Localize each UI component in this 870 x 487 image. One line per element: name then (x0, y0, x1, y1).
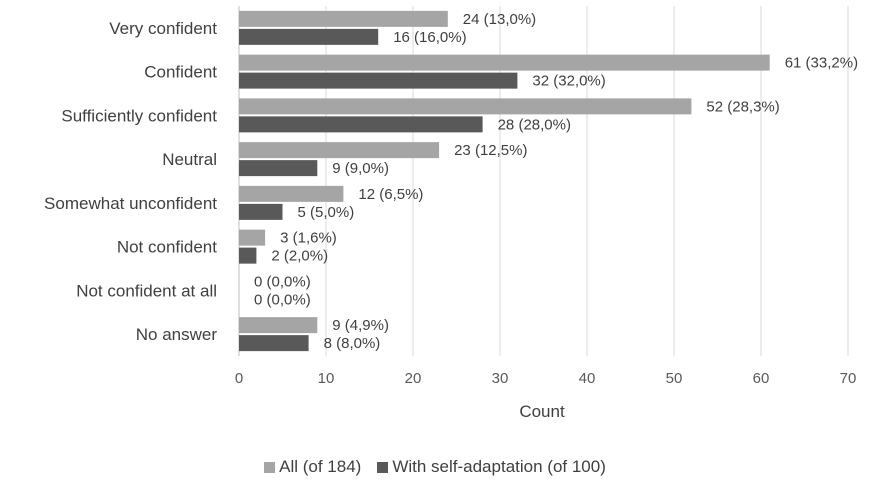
x-tick-label: 60 (753, 370, 770, 387)
bar-all (239, 185, 344, 202)
data-label: 23 (12,5%) (454, 142, 527, 159)
legend-swatch-self-adaptation (377, 461, 389, 473)
category-label: Not confident (117, 238, 217, 257)
x-axis-title: Count (519, 402, 565, 421)
data-label: 52 (28,3%) (706, 98, 779, 115)
data-labels: 24 (13,0%)16 (16,0%) 61 (33,2%) 32 (32,0%)… (254, 11, 858, 352)
bar-all (239, 10, 448, 27)
bar-self-adaptation (239, 116, 483, 133)
data-label: 0 (0,0%) (254, 273, 311, 290)
bar-all (239, 142, 440, 159)
category-label: Somewhat unconfident (44, 194, 217, 213)
category-labels: Very confident Confident Sufficiently conf… (44, 19, 217, 344)
data-label: 3 (1,6%) (280, 230, 337, 247)
bar-self-adaptation (239, 72, 518, 89)
data-label: 28 (28,0%) (498, 116, 571, 133)
bar-all (239, 98, 692, 115)
bar-self-adaptation (239, 247, 257, 264)
legend-label-self-adaptation: With self-adaptation (of 100) (392, 457, 606, 476)
x-tick-label: 40 (579, 370, 596, 387)
category-label: Very confident (109, 19, 217, 38)
x-tick-label: 50 (666, 370, 683, 387)
category-label: Neutral (162, 150, 217, 169)
data-label: 61 (33,2%) (785, 55, 858, 72)
data-label: 5 (5,0%) (298, 204, 355, 221)
data-label: 12 (6,5%) (358, 186, 423, 203)
data-label: 9 (4,9%) (332, 317, 389, 334)
bar-self-adaptation (239, 160, 318, 177)
category-label: Confident (144, 63, 217, 82)
data-label: 2 (2,0%) (271, 248, 328, 265)
bar-all (239, 229, 266, 246)
data-label: 24 (13,0%) (463, 11, 536, 28)
legend-swatch-all (264, 461, 276, 473)
x-tick-label: 30 (492, 370, 509, 387)
legend-item-all: All (of 184) (264, 457, 361, 477)
bars (239, 10, 770, 352)
x-tick-label: 0 (235, 370, 243, 387)
data-label: 9 (9,0%) (332, 160, 389, 177)
category-label: Not confident at all (76, 281, 217, 300)
data-label: 0 (0,0%) (254, 291, 311, 308)
legend-label-all: All (of 184) (279, 457, 362, 476)
bar-self-adaptation (239, 203, 283, 220)
bar-self-adaptation (239, 28, 379, 45)
data-label: 16 (16,0%) (393, 29, 466, 46)
x-tick-labels: 0 10 20 30 40 50 60 70 (235, 370, 857, 387)
bar-self-adaptation (239, 335, 309, 352)
category-label: Sufficiently confident (61, 106, 217, 125)
x-tick-label: 10 (318, 370, 335, 387)
bar-all (239, 317, 318, 334)
data-label: 32 (32,0%) (532, 73, 605, 90)
legend-item-self-adaptation: With self-adaptation (of 100) (377, 457, 606, 477)
x-tick-label: 70 (840, 370, 857, 387)
data-label: 8 (8,0%) (324, 335, 381, 352)
x-tick-label: 20 (405, 370, 422, 387)
legend: All (of 184) With self-adaptation (of 10… (0, 455, 870, 479)
bar-all (239, 54, 770, 71)
category-label: No answer (136, 325, 218, 344)
chart: 24 (13,0%)16 (16,0%) 61 (33,2%) 32 (32,0%)… (44, 6, 858, 421)
